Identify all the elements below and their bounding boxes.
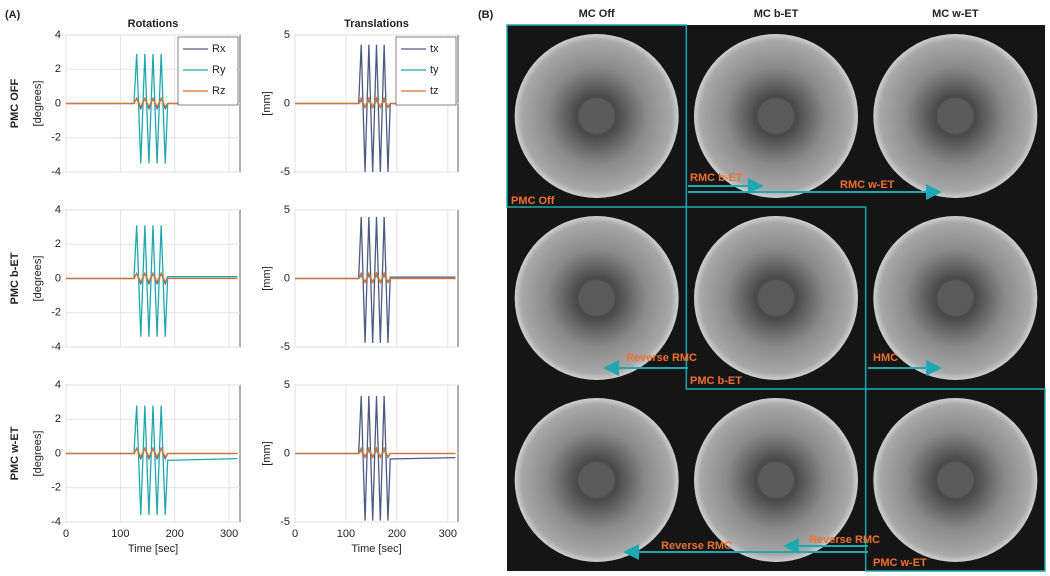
y-tick-label: -4 bbox=[51, 516, 61, 528]
y-tick-label: 2 bbox=[55, 238, 61, 250]
series-line bbox=[295, 271, 456, 285]
series-line bbox=[66, 225, 238, 337]
x-tick-label: 300 bbox=[220, 528, 238, 540]
series-line bbox=[66, 96, 238, 109]
y-tick-label: -5 bbox=[280, 166, 290, 178]
series-line bbox=[295, 216, 456, 343]
y-tick-label: 2 bbox=[55, 63, 61, 75]
y-tick-label: 0 bbox=[284, 447, 290, 459]
series-line bbox=[295, 44, 456, 173]
x-tick-label: 200 bbox=[166, 528, 184, 540]
chart-title: Rotations bbox=[128, 18, 179, 30]
series-line bbox=[295, 96, 456, 110]
y-tick-label: -4 bbox=[51, 166, 61, 178]
row-label: PMC b-ET bbox=[9, 252, 21, 304]
y-tick-label: -2 bbox=[51, 132, 61, 144]
annotation: Reverse RMC bbox=[661, 540, 732, 552]
y-tick-label: -5 bbox=[280, 341, 290, 353]
column-header: MC w-ET bbox=[932, 8, 979, 20]
y-tick-label: 0 bbox=[55, 447, 61, 459]
annotation: PMC b-ET bbox=[690, 375, 742, 387]
y-tick-label: 0 bbox=[284, 97, 290, 109]
mri-center bbox=[937, 280, 974, 316]
y-axis-label: [mm] bbox=[261, 91, 273, 115]
mri-center bbox=[758, 462, 794, 498]
panel-label: (B) bbox=[478, 9, 494, 21]
annotation: RMC b-ET bbox=[690, 172, 743, 184]
series-line bbox=[66, 405, 238, 516]
y-tick-label: 0 bbox=[55, 97, 61, 109]
y-tick-label: 4 bbox=[55, 379, 61, 391]
x-tick-label: 100 bbox=[337, 528, 355, 540]
series-line bbox=[295, 446, 456, 460]
y-axis-label: [mm] bbox=[261, 266, 273, 290]
x-tick-label: 100 bbox=[111, 528, 129, 540]
y-tick-label: 5 bbox=[284, 379, 290, 391]
chart-title: Translations bbox=[344, 18, 409, 30]
x-axis-label: Time [sec] bbox=[128, 543, 178, 555]
x-tick-label: 200 bbox=[388, 528, 406, 540]
y-axis-label: [mm] bbox=[261, 441, 273, 465]
y-axis-label: [degrees] bbox=[32, 81, 44, 127]
legend-box bbox=[395, 36, 457, 106]
column-header: MC Off bbox=[579, 8, 615, 20]
row-label: PMC OFF bbox=[9, 78, 21, 128]
annotation: Reverse RMC bbox=[626, 352, 697, 364]
legend-label: Rz bbox=[212, 85, 225, 97]
y-tick-label: -2 bbox=[51, 482, 61, 494]
y-tick-label: 5 bbox=[284, 29, 290, 41]
column-header: MC b-ET bbox=[754, 8, 799, 20]
series-line bbox=[66, 53, 238, 164]
highlight-box bbox=[685, 206, 867, 390]
y-tick-label: 0 bbox=[55, 272, 61, 284]
y-tick-label: 2 bbox=[55, 413, 61, 425]
annotation: RMC w-ET bbox=[840, 179, 895, 191]
x-tick-label: 0 bbox=[63, 528, 69, 540]
mri-center bbox=[578, 98, 615, 134]
row-label: PMC w-ET bbox=[9, 426, 21, 480]
mri-center bbox=[578, 462, 615, 498]
annotation: PMC Off bbox=[511, 195, 555, 207]
y-axis-label: [degrees] bbox=[32, 256, 44, 302]
y-tick-label: -5 bbox=[280, 516, 290, 528]
annotation: Reverse RMC bbox=[809, 534, 880, 546]
legend-box bbox=[177, 36, 239, 106]
mri-center bbox=[758, 98, 794, 134]
highlight-box bbox=[506, 24, 688, 208]
annotation: HMC bbox=[873, 352, 898, 364]
series-line bbox=[66, 446, 238, 459]
mri-center bbox=[937, 462, 974, 498]
legend-label: Rx bbox=[212, 43, 226, 55]
legend-label: Ry bbox=[212, 64, 226, 76]
highlight-box bbox=[864, 388, 1046, 572]
series-line bbox=[66, 271, 238, 284]
y-tick-label: -2 bbox=[51, 307, 61, 319]
y-tick-label: 4 bbox=[55, 29, 61, 41]
x-axis-label: Time [sec] bbox=[351, 543, 401, 555]
y-tick-label: 5 bbox=[284, 204, 290, 216]
legend-label: tz bbox=[430, 85, 439, 97]
y-tick-label: 4 bbox=[55, 204, 61, 216]
legend-label: tx bbox=[430, 43, 439, 55]
y-tick-label: -4 bbox=[51, 341, 61, 353]
x-tick-label: 0 bbox=[292, 528, 298, 540]
y-axis-label: [degrees] bbox=[32, 431, 44, 477]
legend-label: ty bbox=[430, 64, 439, 76]
mri-center bbox=[578, 280, 615, 316]
panel-label: (A) bbox=[5, 9, 21, 21]
mri-center bbox=[758, 280, 794, 316]
x-tick-label: 300 bbox=[439, 528, 457, 540]
y-tick-label: 0 bbox=[284, 272, 290, 284]
annotation: PMC w-ET bbox=[873, 557, 927, 569]
mri-center bbox=[937, 98, 974, 134]
series-line bbox=[295, 395, 456, 521]
